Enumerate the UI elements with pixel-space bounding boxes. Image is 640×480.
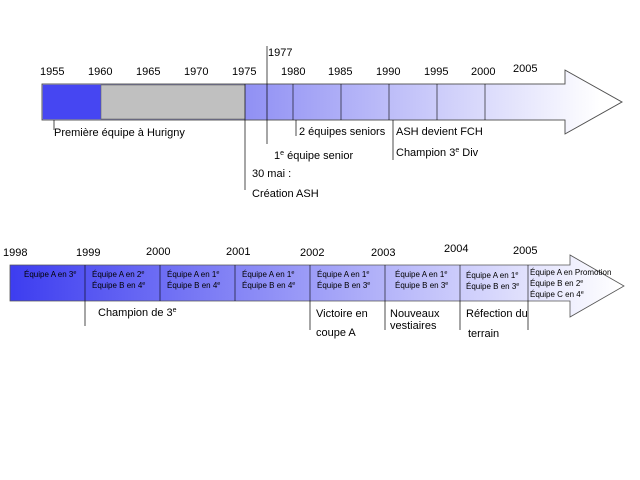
cell-2000-line2: Équipe B en 4e <box>167 281 220 290</box>
cell-text: Équipe B en 2 <box>530 279 581 288</box>
ordinal-suffix: e <box>366 270 369 276</box>
cell-2003-line2: Équipe B en 3e <box>395 281 448 290</box>
ordinal-suffix: e <box>580 279 583 285</box>
year-label: 2001 <box>226 246 250 258</box>
ordinal-suffix: e <box>445 281 448 287</box>
year-label: 1960 <box>88 66 112 78</box>
cell-2001: Équipe A en 1e <box>242 270 294 279</box>
ordinal-suffix: e <box>173 307 177 314</box>
event-champion-3rd: Champion de 3e <box>98 307 177 319</box>
year-label: 2005 <box>513 245 537 257</box>
event-first-senior-team: 1e équipe senior <box>274 150 353 162</box>
cell-text: Équipe B en 4 <box>167 281 218 290</box>
ordinal-suffix: e <box>367 281 370 287</box>
year-label: 1995 <box>424 66 448 78</box>
cell-2000: Équipe A en 1e <box>167 270 219 279</box>
timeline-1-outline <box>41 69 623 135</box>
timeline-1-year-ticks <box>244 84 486 120</box>
event-text: Champion de 3 <box>98 307 173 319</box>
cell-text: Équipe A en 1 <box>242 270 292 279</box>
timeline-2-event-lines <box>84 301 529 330</box>
cell-text: Équipe A en 2 <box>92 270 142 279</box>
ordinal-suffix: e <box>216 270 219 276</box>
ordinal-suffix: e <box>515 271 518 277</box>
ordinal-suffix: e <box>280 150 284 157</box>
timeline-2-year-ticks <box>84 265 529 301</box>
event-text: équipe senior <box>284 150 353 162</box>
ordinal-suffix: e <box>73 270 76 276</box>
cell-1999-line2: Équipe B en 4e <box>92 281 145 290</box>
timeline-2-arrow <box>9 254 625 318</box>
event-two-senior-teams: 2 équipes seniors <box>299 126 386 138</box>
ordinal-suffix: e <box>141 270 144 276</box>
event-victoire-line2: coupe A <box>316 327 356 339</box>
ordinal-suffix: e <box>444 270 447 276</box>
cell-2002: Équipe A en 1e <box>317 270 369 279</box>
year-label: 1975 <box>232 66 256 78</box>
event-vestiaires-line1: Nouveaux <box>390 308 440 320</box>
event-text: Div <box>459 147 478 159</box>
cell-2002-line2: Équipe B en 3e <box>317 281 370 290</box>
year-label: 1998 <box>3 247 27 259</box>
ordinal-suffix: e <box>142 281 145 287</box>
year-label: 1955 <box>40 66 64 78</box>
cell-1998: Équipe A en 3e <box>24 270 76 279</box>
cell-2004: Équipe A en 1e <box>466 271 518 280</box>
cell-text: Équipe B en 3 <box>466 282 517 291</box>
year-label: 1990 <box>376 66 400 78</box>
year-label: 1980 <box>281 66 305 78</box>
year-label: 2004 <box>444 243 468 255</box>
cell-2005: Équipe A en Promotion <box>530 268 611 277</box>
cell-text: Équipe A en 1 <box>466 271 516 280</box>
cell-2004-line2: Équipe B en 3e <box>466 282 519 291</box>
ordinal-suffix: e <box>516 282 519 288</box>
cell-text: Équipe A en 3 <box>24 270 74 279</box>
timeline-1-gray-segment <box>100 84 246 120</box>
event-terrain-line1: Réfection du <box>466 308 528 320</box>
ordinal-suffix: e <box>292 281 295 287</box>
cell-1999: Équipe A en 2e <box>92 270 144 279</box>
timeline-1-event-lines <box>53 46 394 190</box>
event-first-team-hurigny: Première équipe à Hurigny <box>54 127 185 139</box>
year-label: 2000 <box>146 246 170 258</box>
timeline-1-blue-segment <box>43 85 101 119</box>
cell-text: Équipe C en 4 <box>530 290 581 299</box>
cell-2003: Équipe A en 1e <box>395 270 447 279</box>
year-label: 1985 <box>328 66 352 78</box>
cell-text: Équipe A en 1 <box>395 270 445 279</box>
event-text: Champion 3 <box>396 147 455 159</box>
event-vestiaires-line2: vestiaires <box>390 320 437 332</box>
year-label: 2002 <box>300 247 324 259</box>
cell-2001-line2: Équipe B en 4e <box>242 281 295 290</box>
timeline-2: 1998 1999 2000 2001 2002 2003 2004 2005 … <box>3 243 625 340</box>
cell-2005-line3: Équipe C en 4e <box>530 290 584 299</box>
event-ash-becomes-fch: ASH devient FCH <box>396 126 483 138</box>
ordinal-suffix: e <box>581 290 584 296</box>
event-champion-3rd-div: Champion 3e Div <box>396 147 479 159</box>
cell-text: Équipe B en 4 <box>92 281 143 290</box>
event-creation-ash: Création ASH <box>252 188 319 200</box>
event-victoire-line1: Victoire en <box>316 308 368 320</box>
timeline-1: 1955 1960 1965 1970 1975 1977 1980 1985 … <box>40 46 623 200</box>
ordinal-suffix: e <box>291 270 294 276</box>
cell-text: Équipe B en 3 <box>317 281 368 290</box>
year-label: 1970 <box>184 66 208 78</box>
cell-text: Équipe A en 1 <box>167 270 217 279</box>
ordinal-suffix: e <box>217 281 220 287</box>
event-terrain-line2: terrain <box>468 328 499 340</box>
year-label: 2005 <box>513 63 537 75</box>
year-label: 2000 <box>471 66 495 78</box>
cell-text: Équipe A en 1 <box>317 270 367 279</box>
year-label: 1965 <box>136 66 160 78</box>
cell-text: Équipe B en 4 <box>242 281 293 290</box>
year-label: 1977 <box>268 47 292 59</box>
ordinal-suffix: e <box>455 147 459 154</box>
year-label: 2003 <box>371 247 395 259</box>
event-text: 1 <box>274 150 280 162</box>
year-label: 1999 <box>76 247 100 259</box>
event-30-mai: 30 mai : <box>252 168 291 180</box>
cell-text: Équipe B en 3 <box>395 281 446 290</box>
cell-2005-line2: Équipe B en 2e <box>530 279 583 288</box>
